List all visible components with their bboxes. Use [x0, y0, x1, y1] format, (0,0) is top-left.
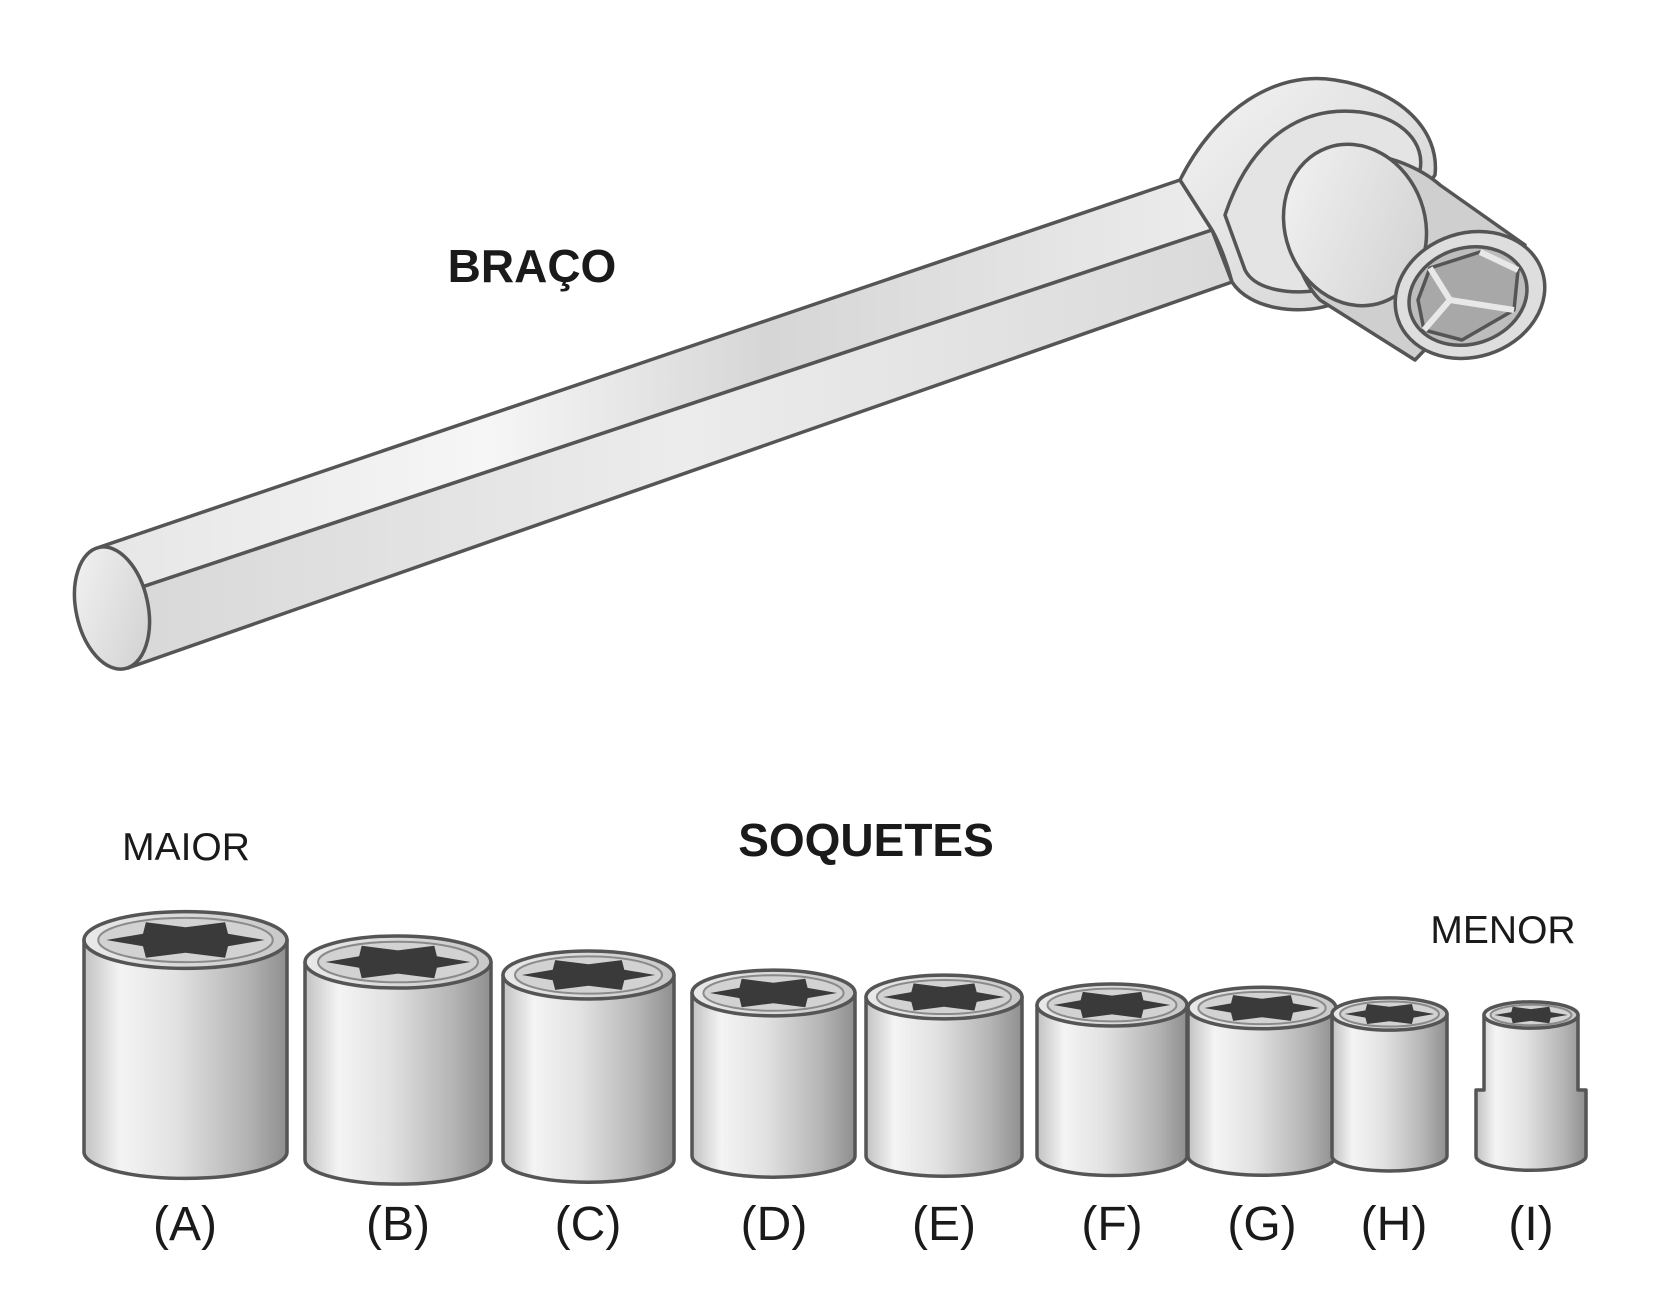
wrench-handle-lower-face	[126, 228, 1234, 670]
socket-body	[1186, 1006, 1338, 1177]
socket-hex-opening	[709, 978, 838, 1008]
wrench-socket-hex-facet	[1421, 249, 1520, 332]
socket-body	[1474, 1013, 1588, 1173]
socket-d: (D)	[690, 968, 857, 1251]
socket-hex-opening	[521, 960, 656, 990]
socket-e: (E)	[864, 973, 1024, 1251]
socket-g: (G)	[1186, 985, 1338, 1251]
socket-b: (B)	[303, 934, 493, 1251]
socket-hex-opening	[1344, 1004, 1435, 1024]
wrench-socket-side	[1281, 142, 1429, 308]
socket-body	[1035, 1003, 1189, 1178]
wrench-handle-end-cap	[72, 545, 152, 671]
socket-letter-label: (C)	[555, 1198, 622, 1251]
socket-c: (C)	[501, 949, 676, 1251]
socket-h: (H)	[1330, 996, 1449, 1251]
socket-letter-label: (E)	[912, 1198, 976, 1251]
socket-letter-label: (D)	[741, 1198, 808, 1251]
socket-a: (A)	[82, 909, 289, 1251]
socket-letter-label: (H)	[1361, 1198, 1428, 1251]
wrench-socket-hex-hole	[1416, 250, 1520, 342]
socket-hex-opening	[883, 983, 1005, 1011]
socket-hex-opening	[1204, 995, 1320, 1021]
socket-body	[1330, 1012, 1449, 1173]
sockets-row: (A) (B) (C) (D) (E) (F) (G) (H) (I)	[82, 909, 1588, 1251]
socket-hex-opening	[325, 945, 471, 979]
arm-label: BRAÇO	[448, 240, 617, 292]
largest-label: MAIOR	[122, 826, 250, 869]
socket-body	[501, 973, 676, 1184]
socket-hex-opening	[1053, 991, 1171, 1019]
socket-letter-label: (B)	[366, 1198, 430, 1251]
socket-body	[303, 960, 493, 1186]
socket-f: (F)	[1035, 982, 1189, 1251]
socket-body	[690, 991, 857, 1179]
socket-letter-label: (I)	[1508, 1198, 1553, 1251]
socket-hex-opening	[106, 922, 265, 958]
socket-hex-opening	[1494, 1006, 1568, 1024]
socket-body	[864, 995, 1024, 1179]
sockets-title: SOQUETES	[738, 814, 994, 866]
smallest-label: MENOR	[1430, 909, 1575, 952]
socket-letter-label: (A)	[153, 1198, 217, 1251]
wrench-handle-upper-face	[98, 178, 1214, 589]
socket-letter-label: (F)	[1081, 1198, 1142, 1251]
socket-letter-label: (G)	[1227, 1198, 1296, 1251]
wrench	[72, 76, 1547, 671]
socket-i: (I)	[1474, 1000, 1588, 1251]
socket-body	[82, 938, 289, 1181]
